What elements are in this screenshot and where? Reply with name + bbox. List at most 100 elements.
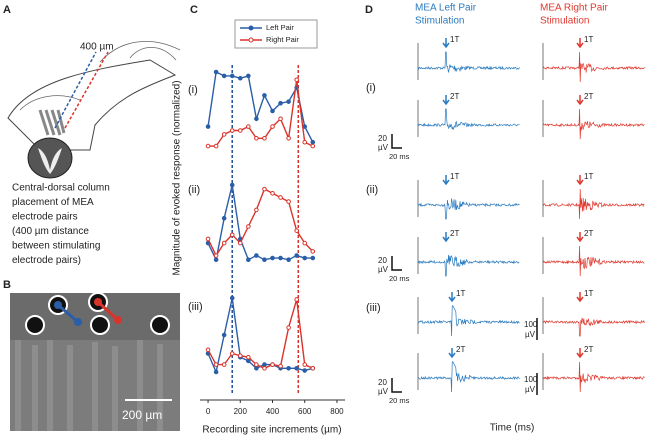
- scale-label: 200 µm: [122, 408, 162, 422]
- column-title: MEA Right Pair: [540, 3, 608, 14]
- trace: [542, 188, 645, 220]
- data-point: [237, 353, 243, 359]
- data-point: [246, 124, 251, 129]
- data-point: [213, 369, 219, 375]
- data-point: [254, 253, 259, 258]
- x-tick-label: 200: [234, 407, 248, 416]
- data-point: [246, 257, 251, 263]
- column-title: Stimulation: [415, 16, 464, 27]
- x-tick-label: 800: [330, 407, 344, 416]
- data-point: [205, 347, 211, 353]
- data-point: [302, 368, 308, 373]
- legend-label: Left Pair: [266, 23, 294, 32]
- scale-bar: [391, 134, 402, 149]
- panel-letter: D: [365, 4, 373, 16]
- data-point: [213, 257, 219, 263]
- scale-bar: [391, 378, 402, 393]
- stim-arrow: [442, 232, 450, 243]
- stim-arrow: [448, 348, 456, 359]
- data-point: [270, 362, 275, 367]
- stim-arrow: [576, 348, 584, 359]
- scale-unit: µV: [378, 265, 389, 274]
- data-point: [302, 255, 308, 261]
- stim-label: 1T: [584, 35, 593, 44]
- caption-line: electrode pairs): [12, 255, 81, 266]
- data-point: [278, 255, 283, 261]
- x-axis-title: Time (ms): [490, 423, 535, 434]
- series-line: [207, 184, 313, 262]
- data-point: [254, 116, 259, 122]
- panel-letter: A: [3, 4, 11, 16]
- panel-label: (ii): [188, 184, 200, 196]
- data-point: [270, 191, 275, 196]
- scale-bar: [391, 256, 402, 271]
- data-point: [254, 207, 259, 213]
- data-point: [270, 124, 275, 129]
- stim-arrow: [576, 292, 584, 303]
- data-point: [310, 139, 316, 145]
- trace: [417, 361, 520, 393]
- trace: [542, 51, 645, 83]
- data-point: [302, 362, 308, 367]
- x-tick-label: 600: [298, 407, 312, 416]
- data-point: [278, 363, 283, 369]
- data-point: [270, 255, 275, 261]
- data-point: [310, 366, 316, 371]
- y-axis-title: Magnitude of evoked response (normalized…: [172, 80, 183, 275]
- data-point: [221, 215, 227, 221]
- stim-label: 2T: [450, 229, 459, 238]
- stim-arrow: [442, 175, 450, 186]
- panel-label: (iii): [188, 301, 203, 313]
- scale-unit: µV: [378, 387, 389, 396]
- stim-arrow: [448, 292, 456, 303]
- data-point: [254, 362, 259, 367]
- data-point: [262, 93, 267, 98]
- row-label: (iii): [366, 302, 381, 314]
- legend-box: [234, 19, 318, 49]
- stim-label: 1T: [584, 172, 593, 181]
- data-point: [278, 116, 283, 122]
- x-tick-label: 0: [206, 407, 211, 416]
- stim-arrow: [576, 232, 584, 243]
- row-label: (ii): [366, 184, 378, 196]
- data-point: [229, 295, 235, 301]
- caption-line: (400 µm distance: [12, 226, 89, 237]
- data-point: [237, 75, 243, 81]
- data-point: [262, 362, 267, 367]
- panel-letter: B: [3, 279, 11, 291]
- data-point: [286, 199, 291, 204]
- data-point: [221, 240, 227, 246]
- stim-label: 1T: [584, 289, 593, 298]
- data-point: [229, 232, 235, 238]
- data-point: [286, 257, 291, 263]
- stim-label: 1T: [456, 289, 465, 298]
- data-point: [254, 136, 259, 141]
- stim-label: 2T: [584, 92, 593, 101]
- data-point: [286, 136, 291, 141]
- x-axis-title: Recording site increments (µm): [202, 425, 341, 436]
- stim-arrow: [576, 95, 584, 106]
- stim-arrow: [442, 38, 450, 49]
- data-point: [270, 108, 275, 114]
- data-point: [278, 100, 283, 106]
- traces: MEA Left Pair Stimulation MEA Right Pair St…: [366, 3, 645, 434]
- x-tick-label: 400: [266, 407, 280, 416]
- data-point: [294, 77, 299, 83]
- data-point: [302, 240, 308, 246]
- trace: [417, 51, 520, 73]
- data-point: [237, 128, 243, 133]
- data-point: [229, 128, 235, 133]
- data-point: [310, 249, 316, 254]
- scale-unit: µV: [525, 385, 536, 394]
- chart: Magnitude of evoked response (normalized…: [172, 19, 345, 436]
- data-point: [294, 228, 299, 233]
- data-point: [246, 224, 251, 229]
- data-point: [310, 143, 316, 149]
- data-point: [205, 236, 211, 242]
- data-point: [246, 73, 251, 79]
- panel-letter: C: [190, 4, 198, 16]
- legend-marker: [248, 25, 254, 31]
- data-point: [205, 143, 211, 149]
- electrode-image: [10, 292, 180, 431]
